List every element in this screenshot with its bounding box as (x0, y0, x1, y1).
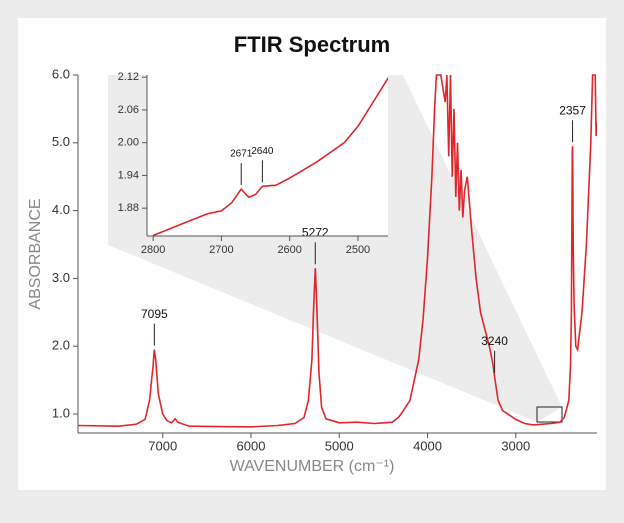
y-tick-label: 1.88 (118, 202, 139, 214)
y-tick-label: 2.06 (118, 104, 139, 116)
x-tick-label: 2700 (209, 244, 233, 256)
annotation-label: 2357 (559, 103, 586, 117)
zoom-box (536, 406, 563, 423)
inset-area (147, 75, 388, 236)
spectrum-line (78, 74, 597, 428)
y-tick-label: 6.0 (52, 66, 70, 81)
annotation-label: 3240 (481, 334, 508, 348)
y-axis-label: ABSORBANCE (27, 198, 44, 309)
y-tick-label: 2.12 (118, 71, 139, 83)
x-tick-label: 2500 (346, 244, 370, 256)
x-tick-label: 5000 (325, 438, 354, 453)
x-tick-label: 7000 (148, 438, 177, 453)
spectrum-line (152, 76, 388, 236)
x-tick-label: 4000 (413, 438, 442, 453)
y-tick-label: 1.94 (118, 169, 139, 181)
y-tick-label: 2.0 (52, 338, 70, 353)
x-axis-label: WAVENUMBER (cm⁻¹) (230, 458, 395, 475)
y-tick-label: 3.0 (52, 270, 70, 285)
annotation-label: 2671 (230, 149, 253, 160)
y-tick-label: 4.0 (52, 202, 70, 217)
x-tick-label: 2800 (141, 244, 165, 256)
chart-title: FTIR Spectrum (234, 32, 390, 57)
y-tick-label: 2.00 (118, 137, 139, 149)
x-tick-label: 3000 (501, 438, 530, 453)
x-tick-label: 6000 (237, 438, 266, 453)
y-tick-label: 5.0 (52, 134, 70, 149)
annotation-label: 7095 (141, 307, 168, 321)
x-tick-label: 2600 (277, 244, 301, 256)
y-tick-label: 1.0 (52, 405, 70, 420)
annotation-label: 2640 (251, 146, 274, 157)
annotation-label: 5272 (302, 225, 329, 239)
